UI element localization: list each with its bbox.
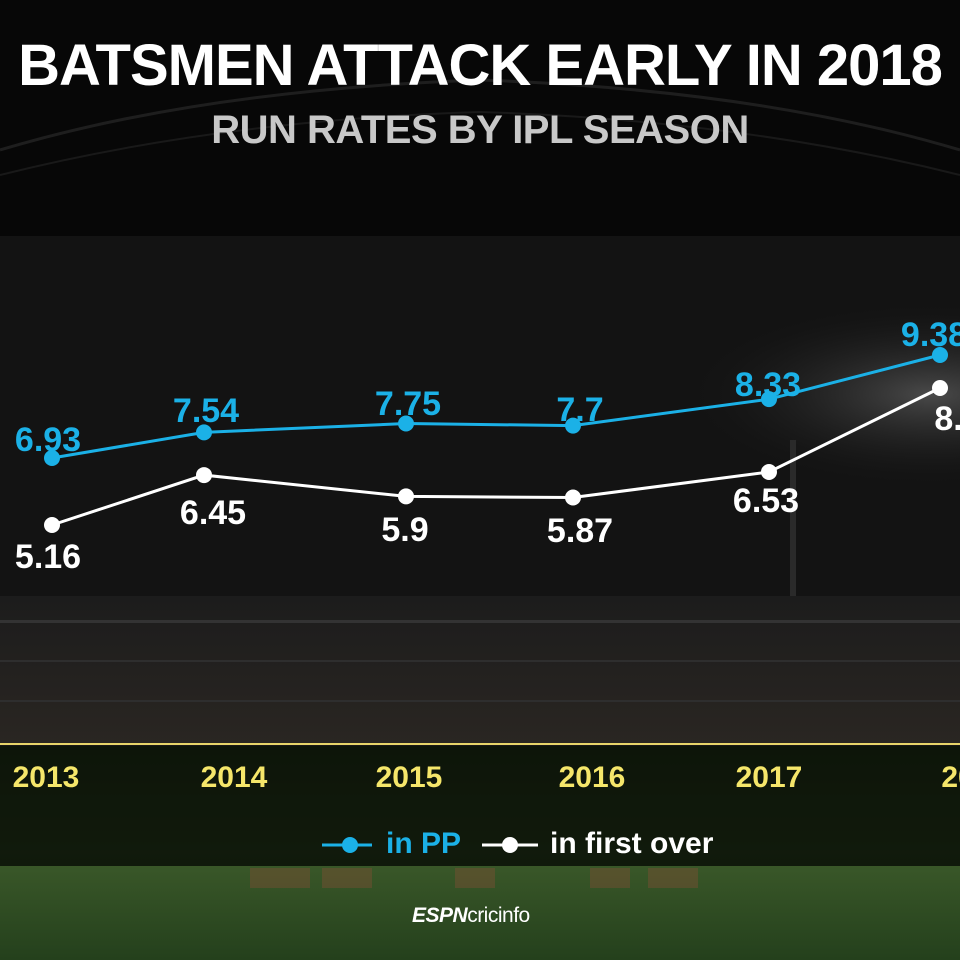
chart-title: BATSMEN ATTACK EARLY IN 2018	[18, 33, 943, 98]
legend-marker-in-first-over	[502, 837, 518, 853]
series-line-in-first-over	[51, 386, 941, 527]
data-label-in-first-over-2015: 5.9	[381, 511, 428, 549]
x-tick-label-2017: 2017	[736, 761, 803, 794]
data-label-in-pp-2013: 6.93	[15, 421, 81, 459]
data-point-in-first-over-2016	[565, 489, 581, 506]
data-point-in-pp-2018	[932, 347, 948, 363]
brand-part1: ESPN	[412, 904, 468, 927]
data-point-in-first-over-2017	[761, 463, 777, 480]
data-label-in-pp-2014: 7.54	[173, 392, 239, 430]
x-tick-label-2018: 20	[941, 761, 960, 794]
data-point-in-first-over-2013	[44, 517, 60, 533]
data-point-in-pp-2014	[196, 424, 212, 441]
brand-part2: cricinfo	[467, 904, 530, 927]
legend-label-in-pp: in PP	[386, 827, 461, 860]
x-tick-label-2014: 2014	[201, 761, 268, 794]
data-label-in-pp-2016: 7.7	[556, 391, 603, 429]
data-label-in-first-over-2016: 5.87	[547, 512, 613, 550]
chart-subtitle: RUN RATES BY IPL SEASON	[211, 108, 749, 152]
data-label-in-pp-2018: 9.38	[901, 316, 960, 354]
data-point-in-pp-2016	[565, 417, 581, 434]
data-point-in-pp-2013	[44, 450, 60, 466]
series-line-in-pp	[51, 353, 941, 460]
data-point-in-pp-2017	[761, 391, 777, 408]
data-label-in-first-over-2014: 6.45	[180, 494, 246, 532]
data-label-in-pp-2017: 8.33	[735, 366, 801, 404]
data-point-in-first-over-2014	[196, 467, 212, 484]
legend-marker-in-pp	[342, 837, 358, 853]
data-point-in-pp-2015	[398, 415, 414, 432]
x-tick-label-2016: 2016	[559, 761, 626, 794]
x-axis-band	[0, 744, 960, 866]
x-tick-label-2015: 2015	[376, 761, 443, 794]
data-label-in-first-over-2017: 6.53	[733, 482, 799, 520]
espncricinfo-logo: ESPNcricinfo	[412, 904, 530, 928]
data-point-in-first-over-2018	[932, 380, 948, 396]
data-label-in-first-over-2013: 5.16	[15, 538, 81, 576]
data-label-in-first-over-2018: 8.7	[934, 400, 960, 438]
x-tick-label-2013: 2013	[13, 761, 80, 794]
data-point-in-first-over-2015	[398, 488, 414, 505]
legend-label-in-first-over: in first over	[550, 827, 714, 860]
data-label-in-pp-2015: 7.75	[375, 385, 441, 423]
